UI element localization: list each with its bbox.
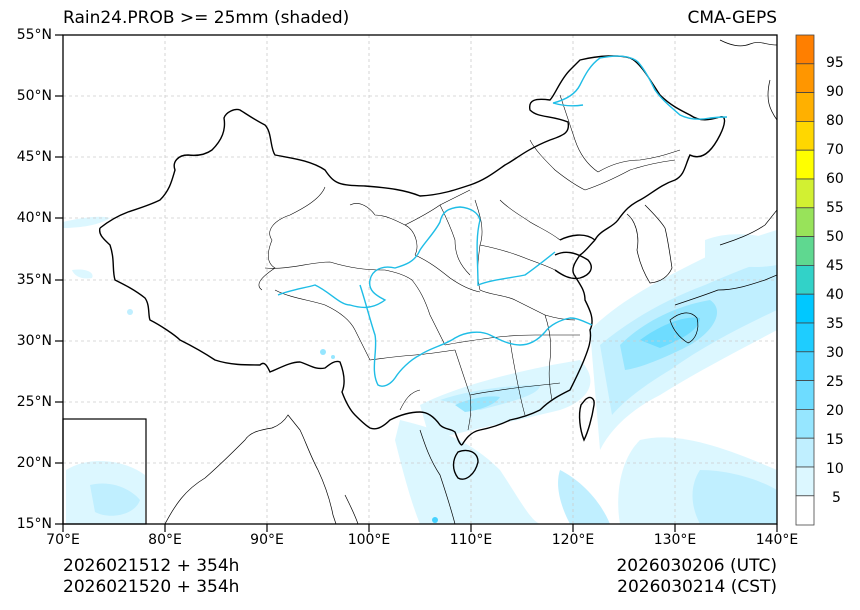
lat-ticks [55,34,63,525]
colorbar [795,34,815,526]
colorbar-label: 40 [826,287,844,303]
lon-label: 70°E [46,532,80,548]
colorbar-label: 95 [826,55,844,71]
init-time-cst: 2026021520 + 354h [63,577,240,597]
colorbar-label: 50 [826,229,844,245]
lat-label: 40°N [16,210,52,226]
valid-time-utc: 2026030206 (UTC) [616,556,777,576]
lat-label: 30°N [16,333,52,349]
lon-label: 130°E [653,532,697,548]
lon-label: 110°E [449,532,493,548]
colorbar-label: 30 [826,345,844,361]
colorbar-label: 35 [826,316,844,332]
colorbar-label: 25 [826,374,844,390]
valid-time-cst: 2026030214 (CST) [617,577,777,597]
colorbar-label: 5 [832,490,841,506]
colorbar-label: 80 [826,113,844,129]
colorbar-label: 55 [826,200,844,216]
colorbar-label: 15 [826,432,844,448]
model-name: CMA-GEPS [687,8,777,28]
china-boundary [98,55,726,480]
lat-label: 45°N [16,149,52,165]
colorbar-label: 10 [826,461,844,477]
lon-ticks [62,524,778,532]
colorbar-label: 20 [826,403,844,419]
map-gridlines [63,35,777,524]
init-time-utc: 2026021512 + 354h [63,556,240,576]
lat-label: 20°N [16,455,52,471]
lat-label: 15°N [16,516,52,532]
colorbar-label: 90 [826,84,844,100]
lat-label: 35°N [16,272,52,288]
colorbar-label: 45 [826,258,844,274]
lon-label: 100°E [347,532,391,548]
lon-label: 90°E [250,532,284,548]
rain-probability-shading [63,216,777,524]
lat-label: 55°N [16,27,52,43]
major-rivers [277,55,728,387]
lon-label: 80°E [148,532,182,548]
lat-label: 25°N [16,394,52,410]
colorbar-label: 60 [826,171,844,187]
lon-label: 120°E [551,532,595,548]
lat-label: 50°N [16,88,52,104]
chart-title: Rain24.PROB >= 25mm (shaded) [63,8,350,28]
valid-time-block: 2026030206 (UTC) 2026030214 (CST) [616,556,777,598]
lon-label: 140°E [755,532,799,548]
colorbar-label: 70 [826,142,844,158]
coastlines [164,39,777,524]
init-time-block: 2026021512 + 354h 2026021520 + 354h [63,556,239,598]
